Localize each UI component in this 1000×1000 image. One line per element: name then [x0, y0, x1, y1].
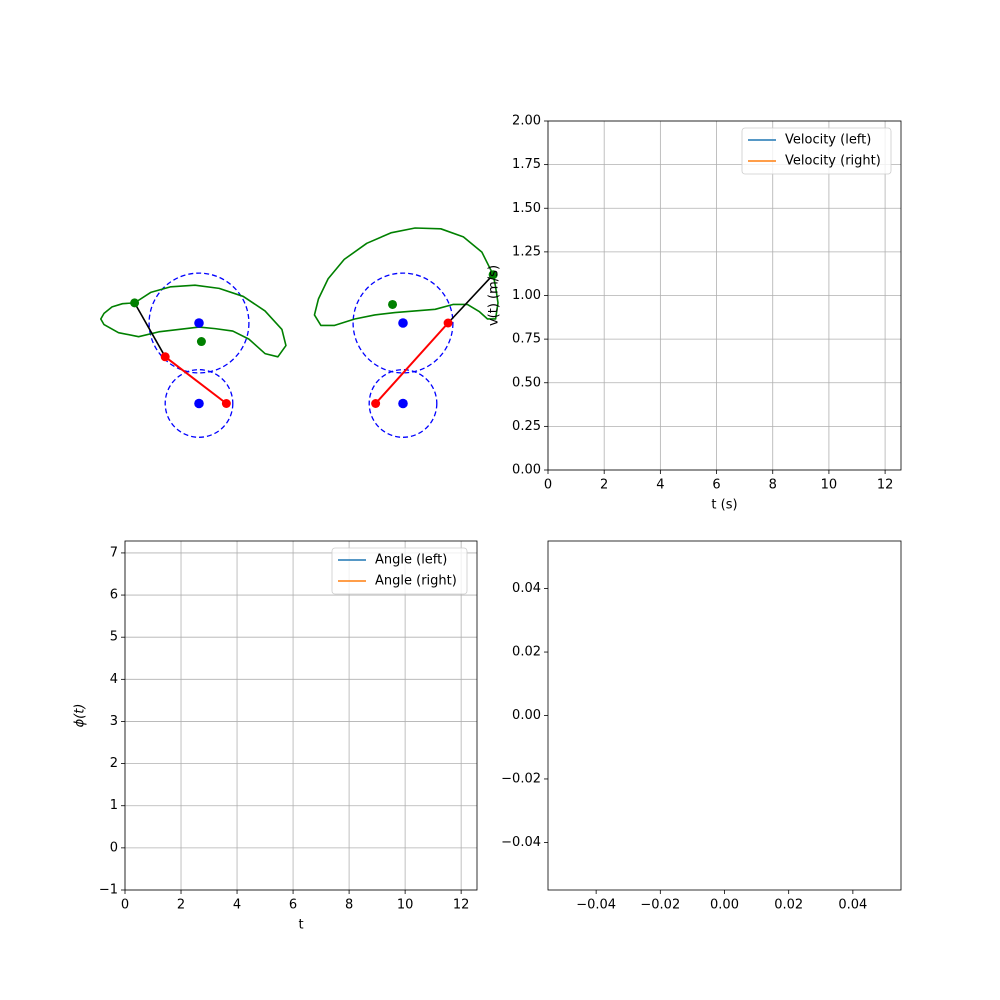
- legend-box: [741, 127, 892, 175]
- y-tick-label: 0.50: [512, 375, 541, 390]
- fixed-pivot-point: [398, 318, 408, 328]
- x-tick-label: 2: [600, 478, 608, 493]
- y-tick-label: 5: [110, 630, 118, 645]
- x-tick-label: −0.04: [576, 898, 616, 913]
- x-tick-label: 10: [397, 898, 414, 913]
- x-tick-label: 4: [233, 898, 241, 913]
- x-tick-label: 12: [877, 478, 894, 493]
- legend: Velocity (left) Velocity (right): [741, 127, 892, 175]
- legend-label: Velocity (right): [785, 154, 881, 169]
- legend-label: Velocity (left): [785, 133, 871, 148]
- x-axis-label: t (s): [711, 498, 737, 513]
- mechanism-right: [313, 227, 499, 438]
- y-axis-label: v(t) (m/s): [487, 265, 502, 326]
- mechanism-panel: [99, 227, 499, 438]
- y-tick-label: 1.50: [512, 201, 541, 216]
- y-tick-label: 0.75: [512, 332, 541, 347]
- crank-link: [164, 356, 227, 405]
- center-tracer-point: [196, 337, 206, 347]
- mechanism-left: [99, 272, 287, 438]
- velocity-panel: 0 2 4 6 8 10 12 0.00 0.25 0.50 0.75 1.00 1.25 1.50 1.7…: [487, 114, 902, 513]
- x-tick-label: 0.02: [774, 898, 803, 913]
- y-tick-label: −0.02: [501, 771, 541, 786]
- coupler-joint-point: [443, 318, 453, 328]
- y-tick-label: 0.04: [512, 581, 541, 596]
- y-tick-label: 0: [110, 840, 118, 855]
- y-tick-label: 6: [110, 588, 118, 603]
- x-tick-label: 8: [345, 898, 353, 913]
- y-tick-label: 0.02: [512, 645, 541, 660]
- tracer-point: [488, 270, 498, 280]
- x-axis-label: t: [298, 918, 303, 933]
- pivot-circle: [148, 272, 250, 374]
- x-tick-label: 10: [821, 478, 838, 493]
- axes-frame: [124, 540, 478, 891]
- x-tick-label: 4: [656, 478, 664, 493]
- coupler-link: [447, 274, 494, 324]
- y-tick-label: 7: [110, 545, 118, 560]
- y-tick-label: −0.04: [501, 835, 541, 850]
- coupler-curve: [99, 284, 287, 358]
- crank-link: [374, 322, 449, 405]
- legend-label: Angle (right): [375, 574, 457, 589]
- y-tick-label: 0.00: [512, 463, 541, 478]
- y-tick-label: 1.75: [512, 157, 541, 172]
- x-tick-label: 0.04: [838, 898, 867, 913]
- crank-end-point: [371, 399, 381, 408]
- fixed-pivot-point: [194, 318, 204, 328]
- legend-label: Angle (left): [375, 553, 447, 568]
- y-tick-label: 2: [110, 756, 118, 771]
- crank-end-point: [221, 399, 231, 408]
- coupler-link: [133, 302, 166, 358]
- y-tick-label: 3: [110, 714, 118, 729]
- x-tick-label: 12: [453, 898, 470, 913]
- pivot-circle: [368, 369, 438, 438]
- y-tick-label: 4: [110, 672, 118, 687]
- coupler-joint-point: [160, 352, 170, 362]
- fixed-pivot-point: [194, 398, 204, 409]
- x-tick-label: 0: [121, 898, 129, 913]
- y-tick-label: 1.00: [512, 288, 541, 303]
- y-tick-label: 1: [110, 798, 118, 813]
- y-tick-label: 1.25: [512, 244, 541, 259]
- x-tick-label: −0.02: [640, 898, 680, 913]
- fixed-pivot-point: [398, 398, 408, 409]
- y-tick-label: 0.00: [512, 708, 541, 723]
- pivot-circle: [352, 272, 454, 374]
- tracer-point: [130, 298, 140, 308]
- x-tick-label: 6: [712, 478, 720, 493]
- center-tracer-point: [388, 299, 398, 309]
- empty-panel: −0.04 −0.02 0.00 0.02 0.04 −0.04 −0.02 0.00 0.02…: [501, 540, 902, 913]
- x-tick-label: 0.00: [710, 898, 739, 913]
- legend: Angle (left) Angle (right): [331, 547, 468, 595]
- x-tick-label: 0: [544, 478, 552, 493]
- pivot-circle: [164, 369, 234, 438]
- y-tick-label: 2.00: [512, 114, 541, 129]
- x-tick-label: 6: [289, 898, 297, 913]
- y-axis-label: ϕ(t): [73, 704, 88, 728]
- y-tick-label: 0.25: [512, 419, 541, 434]
- y-tick-label: −1: [99, 883, 118, 898]
- x-tick-label: 8: [769, 478, 777, 493]
- coupler-curve: [313, 227, 499, 327]
- x-tick-label: 2: [177, 898, 185, 913]
